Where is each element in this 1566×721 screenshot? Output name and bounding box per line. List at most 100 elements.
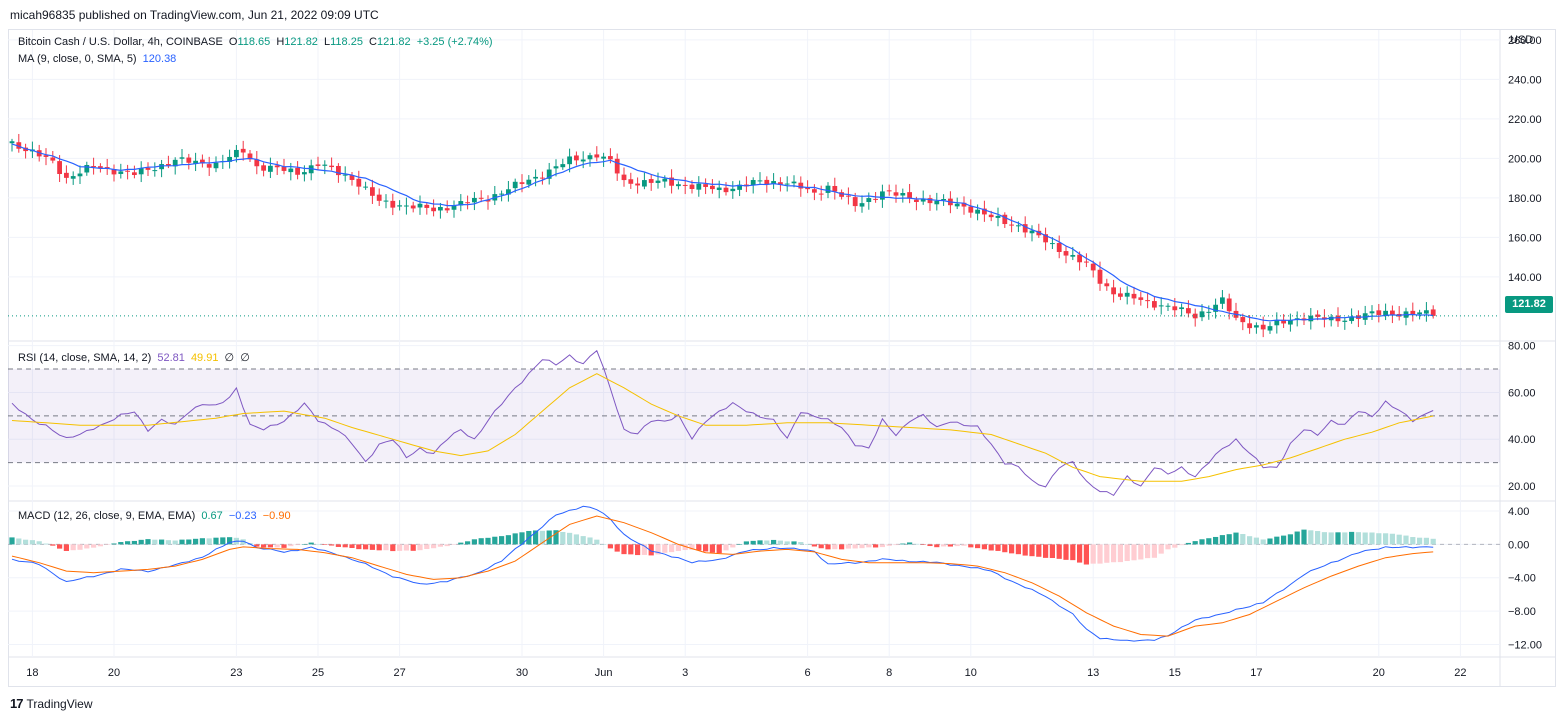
- candle-body: [329, 165, 334, 168]
- macd-histogram-bar: [1145, 544, 1151, 559]
- candle-body: [1009, 224, 1014, 226]
- macd-histogram-bar: [1036, 544, 1042, 557]
- macd-histogram-bar: [1335, 532, 1341, 545]
- macd-histogram-bar: [968, 544, 974, 548]
- candle-body: [1029, 230, 1035, 234]
- candle-body: [1022, 224, 1028, 233]
- macd-histogram-bar: [655, 544, 661, 555]
- macd-histogram-bar: [1403, 535, 1409, 545]
- candle-body: [886, 190, 892, 192]
- candle-body: [444, 208, 450, 211]
- candle-body: [710, 185, 715, 190]
- macd-histogram-bar: [1090, 544, 1096, 564]
- macd-histogram-bar: [145, 539, 151, 545]
- macd-histogram-bar: [111, 543, 117, 545]
- macd-histogram-bar: [1022, 544, 1028, 556]
- macd-histogram-bar: [499, 536, 505, 545]
- ma-legend[interactable]: MA (9, close, 0, SMA, 5) 120.38: [18, 53, 179, 65]
- symbol-name[interactable]: Bitcoin Cash / U.S. Dollar, 4h, COINBASE: [18, 36, 223, 48]
- macd-histogram-bar: [594, 539, 600, 545]
- macd-histogram-bar: [879, 544, 885, 548]
- candle-body: [431, 207, 436, 212]
- macd-histogram-bar: [159, 539, 165, 545]
- macd-histogram-bar: [288, 544, 294, 547]
- macd-label[interactable]: MACD (12, 26, close, 9, EMA, EMA): [18, 510, 196, 522]
- macd-histogram-bar: [274, 544, 280, 548]
- footer-brand[interactable]: 17 TradingView: [10, 696, 93, 711]
- low-value: 118.25: [330, 36, 363, 48]
- macd-histogram-bar: [301, 544, 307, 545]
- macd-histogram-bar: [920, 544, 926, 545]
- candle-body: [635, 183, 640, 186]
- candle-body: [438, 206, 443, 211]
- high-value: 121.82: [284, 36, 318, 48]
- macd-signal-value: −0.90: [262, 510, 291, 522]
- candle-body: [349, 175, 355, 180]
- macd-histogram-bar: [1070, 544, 1076, 561]
- macd-histogram-bar: [1315, 531, 1321, 545]
- candle-body: [363, 186, 368, 188]
- macd-histogram-bar: [23, 539, 29, 545]
- chart-frame[interactable]: [8, 29, 1556, 687]
- candle-body: [587, 155, 593, 160]
- macd-histogram-bar: [696, 544, 702, 551]
- candle-body: [1267, 326, 1273, 331]
- macd-histogram-bar: [451, 544, 457, 545]
- currency-label[interactable]: USD: [1510, 34, 1534, 46]
- candle-body: [1247, 323, 1252, 329]
- candle-body: [771, 181, 776, 184]
- candle-body: [805, 187, 810, 190]
- macd-histogram-bar: [1083, 544, 1089, 565]
- candle-body: [676, 184, 681, 187]
- x-tick-label: 27: [393, 667, 405, 679]
- candle-body: [988, 214, 994, 218]
- macd-histogram-bar: [750, 540, 756, 545]
- macd-histogram-bar: [485, 537, 491, 545]
- y-tick-label: 260.00: [1508, 35, 1542, 47]
- candle-body: [336, 165, 341, 176]
- candle-body: [1172, 306, 1178, 311]
- y-tick-label: 4.00: [1508, 506, 1529, 518]
- macd-histogram-bar: [689, 544, 695, 550]
- ma-label[interactable]: MA (9, close, 0, SMA, 5): [18, 53, 137, 65]
- macd-histogram-bar: [193, 538, 199, 545]
- macd-histogram-bar: [703, 544, 709, 552]
- candle-body: [424, 204, 430, 208]
- macd-histogram-bar: [893, 544, 899, 546]
- macd-legend[interactable]: MACD (12, 26, close, 9, EMA, EMA) 0.67 −…: [18, 510, 294, 522]
- candle-body: [1050, 243, 1055, 245]
- macd-histogram-bar: [743, 541, 749, 545]
- candle-body: [118, 171, 124, 174]
- candle-body: [506, 189, 511, 195]
- candle-body: [84, 164, 90, 173]
- candle-body: [553, 166, 559, 169]
- macd-histogram-bar: [1009, 544, 1015, 554]
- candle-body: [1315, 314, 1320, 317]
- candle-body: [213, 162, 219, 169]
- candle-body: [846, 195, 851, 197]
- candle-body: [240, 148, 246, 153]
- symbol-legend[interactable]: Bitcoin Cash / U.S. Dollar, 4h, COINBASE…: [18, 36, 496, 48]
- candle-body: [193, 160, 198, 164]
- macd-histogram-bar: [1342, 532, 1348, 545]
- macd-histogram-bar: [63, 544, 69, 551]
- macd-histogram-bar: [1287, 534, 1293, 545]
- macd-histogram-bar: [437, 544, 443, 547]
- macd-histogram-bar: [553, 530, 559, 545]
- macd-histogram-bar: [152, 539, 158, 545]
- rsi-extra-1: ∅: [224, 352, 235, 364]
- macd-histogram-bar: [886, 544, 892, 546]
- macd-histogram-bar: [621, 544, 627, 555]
- macd-histogram-bar: [1029, 544, 1035, 557]
- macd-histogram-bar: [50, 544, 56, 546]
- candle-body: [104, 167, 110, 169]
- rsi-label[interactable]: RSI (14, close, SMA, 14, 2): [18, 352, 152, 364]
- macd-histogram-bar: [363, 544, 369, 550]
- macd-histogram-bar: [1151, 544, 1157, 558]
- candle-body: [1090, 263, 1096, 271]
- macd-histogram-bar: [1423, 537, 1429, 545]
- y-tick-label: −12.00: [1508, 639, 1542, 651]
- candle-body: [1206, 311, 1212, 313]
- rsi-legend[interactable]: RSI (14, close, SMA, 14, 2) 52.81 49.91 …: [18, 351, 253, 364]
